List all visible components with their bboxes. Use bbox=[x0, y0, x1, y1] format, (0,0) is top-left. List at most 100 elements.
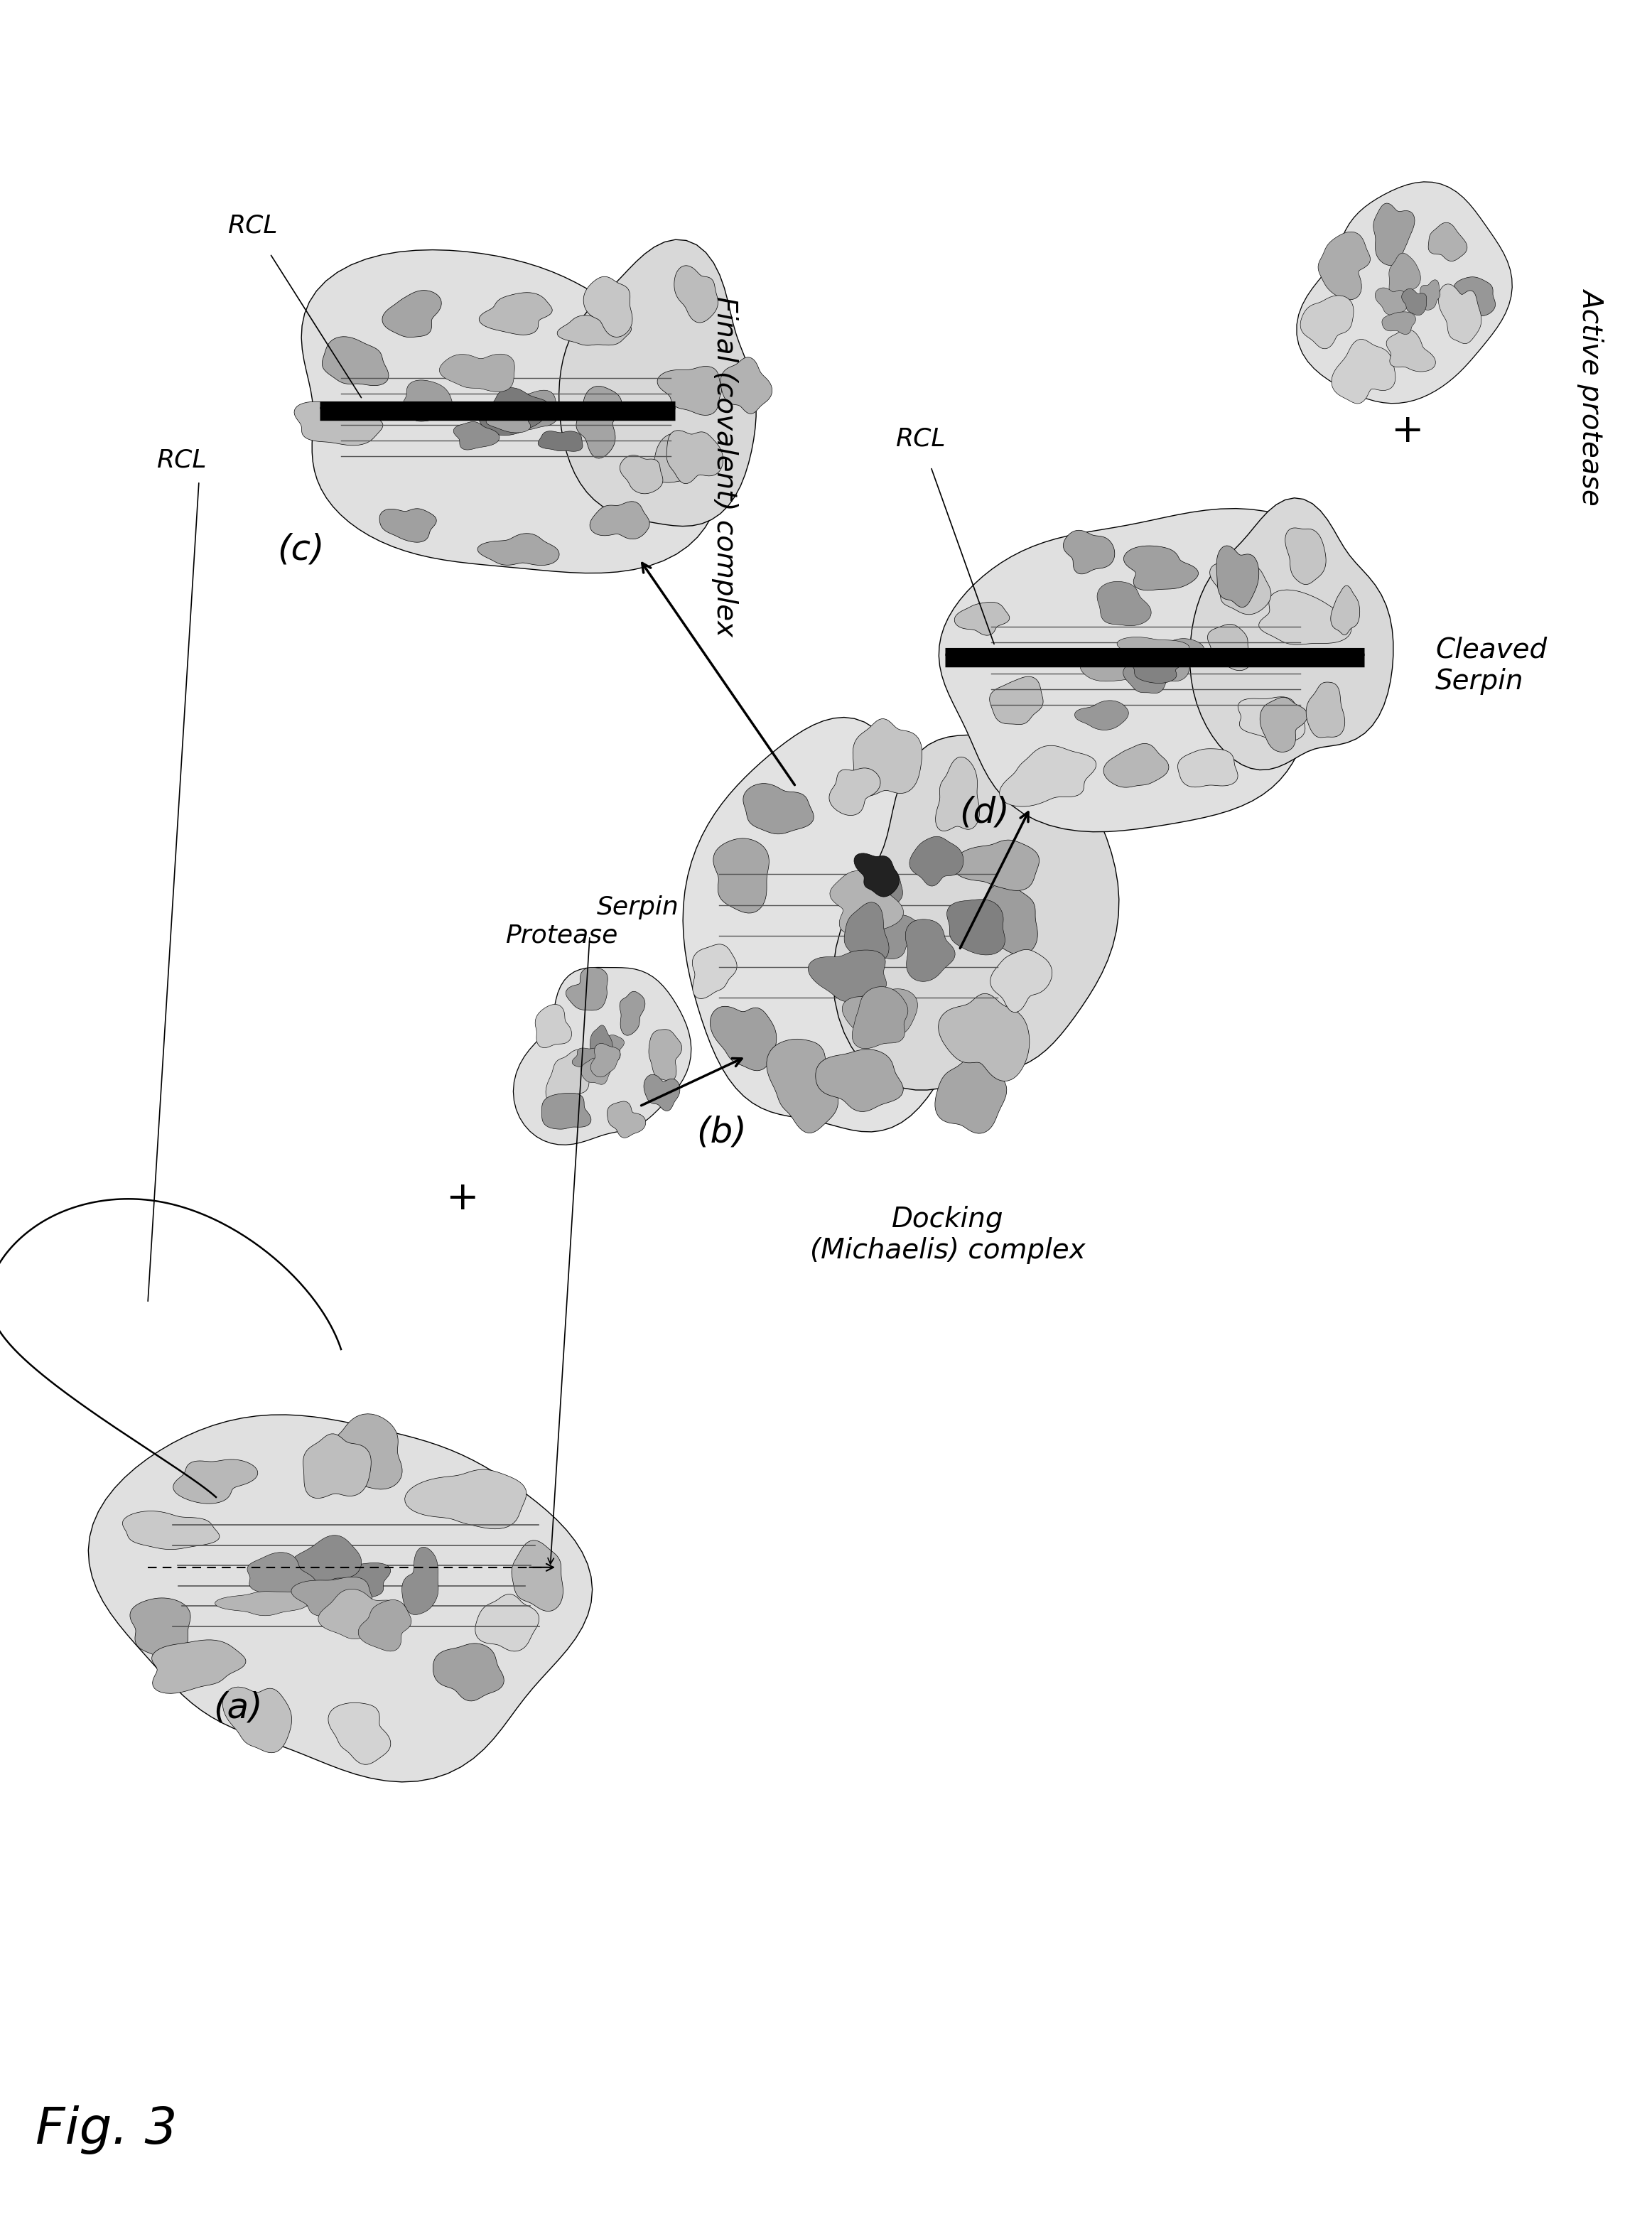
Polygon shape bbox=[433, 1643, 504, 1701]
Polygon shape bbox=[854, 914, 925, 958]
Polygon shape bbox=[294, 401, 383, 446]
Polygon shape bbox=[439, 354, 515, 392]
Polygon shape bbox=[620, 992, 644, 1036]
Text: Docking
(Michaelis) complex: Docking (Michaelis) complex bbox=[809, 1206, 1085, 1264]
Polygon shape bbox=[682, 718, 980, 1132]
Text: (a): (a) bbox=[213, 1690, 263, 1725]
Polygon shape bbox=[714, 838, 770, 914]
Polygon shape bbox=[710, 1005, 776, 1070]
Polygon shape bbox=[302, 1433, 372, 1498]
Polygon shape bbox=[857, 865, 902, 921]
Polygon shape bbox=[307, 1563, 390, 1598]
Polygon shape bbox=[852, 718, 922, 796]
Polygon shape bbox=[653, 432, 717, 481]
Polygon shape bbox=[215, 1592, 309, 1616]
Polygon shape bbox=[545, 1050, 590, 1103]
Polygon shape bbox=[572, 1048, 610, 1068]
Polygon shape bbox=[539, 430, 583, 452]
Text: Serpin: Serpin bbox=[596, 896, 679, 918]
Polygon shape bbox=[808, 950, 887, 1001]
Polygon shape bbox=[1318, 232, 1370, 299]
Polygon shape bbox=[953, 840, 1039, 892]
Polygon shape bbox=[1097, 582, 1151, 626]
Polygon shape bbox=[649, 1030, 682, 1081]
Polygon shape bbox=[401, 1547, 438, 1614]
Text: Fig. 3: Fig. 3 bbox=[36, 2106, 177, 2155]
Polygon shape bbox=[816, 1050, 904, 1112]
Polygon shape bbox=[291, 1576, 372, 1623]
Polygon shape bbox=[1389, 254, 1421, 299]
Polygon shape bbox=[479, 292, 552, 334]
Polygon shape bbox=[1401, 290, 1427, 314]
Text: RCL: RCL bbox=[228, 214, 278, 236]
Polygon shape bbox=[935, 1057, 1006, 1132]
Polygon shape bbox=[674, 265, 719, 323]
Polygon shape bbox=[557, 314, 631, 345]
Text: RCL: RCL bbox=[895, 426, 945, 450]
Polygon shape bbox=[1383, 312, 1416, 334]
Polygon shape bbox=[1104, 744, 1170, 787]
Polygon shape bbox=[405, 1469, 527, 1529]
Polygon shape bbox=[542, 1092, 591, 1130]
Text: (d): (d) bbox=[960, 796, 1009, 829]
Polygon shape bbox=[1452, 276, 1495, 317]
Polygon shape bbox=[558, 239, 757, 526]
Polygon shape bbox=[644, 1074, 681, 1110]
Polygon shape bbox=[1439, 283, 1482, 343]
Polygon shape bbox=[289, 1536, 362, 1587]
Polygon shape bbox=[1123, 546, 1198, 591]
Polygon shape bbox=[1064, 531, 1115, 575]
Text: +: + bbox=[446, 1179, 479, 1217]
Polygon shape bbox=[1133, 653, 1183, 682]
Polygon shape bbox=[990, 950, 1052, 1012]
Polygon shape bbox=[955, 602, 1009, 635]
Polygon shape bbox=[476, 1594, 539, 1652]
Polygon shape bbox=[829, 769, 881, 816]
Polygon shape bbox=[938, 994, 1029, 1081]
Polygon shape bbox=[248, 1551, 316, 1596]
Polygon shape bbox=[598, 1034, 624, 1063]
Polygon shape bbox=[910, 836, 963, 887]
Polygon shape bbox=[152, 1641, 246, 1694]
Polygon shape bbox=[905, 918, 955, 981]
Polygon shape bbox=[131, 1598, 190, 1658]
Polygon shape bbox=[1209, 562, 1270, 615]
Polygon shape bbox=[1146, 637, 1204, 682]
Polygon shape bbox=[577, 386, 621, 459]
Polygon shape bbox=[519, 390, 563, 430]
Text: RCL: RCL bbox=[157, 448, 206, 473]
Polygon shape bbox=[1075, 700, 1128, 731]
Polygon shape bbox=[454, 421, 499, 450]
Polygon shape bbox=[477, 533, 560, 566]
Polygon shape bbox=[990, 678, 1042, 724]
Polygon shape bbox=[666, 430, 724, 484]
Polygon shape bbox=[590, 1025, 613, 1068]
Polygon shape bbox=[1307, 682, 1345, 738]
Polygon shape bbox=[1429, 223, 1467, 261]
Polygon shape bbox=[1285, 528, 1327, 584]
Polygon shape bbox=[535, 1005, 572, 1048]
Polygon shape bbox=[620, 455, 662, 493]
Polygon shape bbox=[1421, 281, 1441, 310]
Polygon shape bbox=[976, 883, 1037, 954]
Polygon shape bbox=[1373, 203, 1414, 265]
Polygon shape bbox=[319, 1589, 406, 1638]
Polygon shape bbox=[938, 508, 1366, 831]
Polygon shape bbox=[1259, 591, 1351, 644]
Polygon shape bbox=[692, 945, 737, 999]
Polygon shape bbox=[301, 250, 740, 573]
Polygon shape bbox=[1330, 586, 1360, 635]
Text: Final (covalent) complex: Final (covalent) complex bbox=[712, 296, 738, 637]
Polygon shape bbox=[173, 1460, 258, 1505]
Text: Active protease: Active protease bbox=[1578, 288, 1606, 504]
Polygon shape bbox=[380, 508, 436, 542]
Polygon shape bbox=[947, 898, 1004, 954]
Polygon shape bbox=[829, 872, 904, 934]
Polygon shape bbox=[358, 1600, 411, 1652]
Polygon shape bbox=[844, 903, 889, 970]
Text: Protease: Protease bbox=[506, 923, 618, 947]
Polygon shape bbox=[1300, 296, 1353, 348]
Polygon shape bbox=[1123, 651, 1171, 693]
Polygon shape bbox=[322, 337, 388, 386]
Polygon shape bbox=[590, 1043, 620, 1077]
